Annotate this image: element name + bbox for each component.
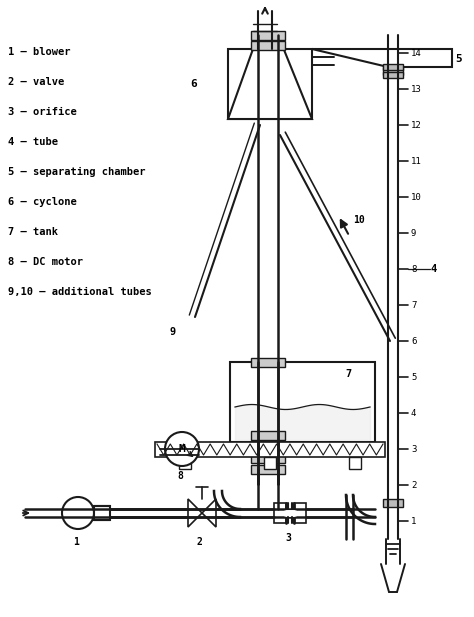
Circle shape [62,497,94,529]
Text: 7: 7 [345,369,351,379]
Text: 9: 9 [170,327,176,337]
Text: 4: 4 [431,264,437,274]
Bar [383,64,403,70]
Polygon shape [188,499,202,527]
Text: 9,10 – additional tubes: 9,10 – additional tubes [8,287,152,297]
Bar [349,457,361,469]
Bar [383,499,403,507]
Text: 7: 7 [411,300,416,310]
Text: 10: 10 [411,193,422,202]
Text: 4 – tube: 4 – tube [8,137,58,147]
Text: 1: 1 [411,516,416,526]
Text: 3 – orifice: 3 – orifice [8,107,77,117]
Text: 6: 6 [190,79,197,89]
Bar [228,49,312,119]
Text: 5: 5 [455,54,462,64]
Bar [383,72,403,78]
Bar [155,442,385,457]
Bar [251,41,285,50]
Text: 1 – blower: 1 – blower [8,47,71,57]
Bar [383,67,403,75]
Text: 6 – cyclone: 6 – cyclone [8,197,77,207]
Text: 10: 10 [353,215,365,225]
Text: M: M [179,444,185,454]
Bar [251,454,285,463]
Text: 5 – separating chamber: 5 – separating chamber [8,167,146,177]
Bar [274,503,286,523]
Polygon shape [228,35,312,119]
Polygon shape [202,499,216,527]
Text: 6: 6 [411,336,416,346]
Text: 8 – DC motor: 8 – DC motor [8,257,83,267]
Text: 2: 2 [197,537,203,547]
Polygon shape [312,49,452,67]
Circle shape [165,432,199,466]
Bar [251,465,285,474]
Text: 8: 8 [411,265,416,273]
Bar [251,106,285,115]
Text: 7 – tank: 7 – tank [8,227,58,237]
Text: 3: 3 [285,533,291,543]
Bar [251,31,285,40]
Text: 9: 9 [411,228,416,238]
Text: 12: 12 [411,120,422,130]
Bar [94,506,110,520]
Bar [230,362,375,442]
Bar [294,503,306,523]
Text: 2: 2 [411,481,416,489]
Text: 8: 8 [177,471,183,481]
Text: 1: 1 [73,537,79,547]
Text: 2 – valve: 2 – valve [8,77,64,87]
Bar [251,95,285,104]
Bar [251,358,285,367]
Bar [251,431,285,440]
Bar [264,457,276,469]
Text: 13: 13 [411,85,422,94]
Text: 3: 3 [411,444,416,453]
Text: 14: 14 [411,49,422,57]
Text: 4: 4 [411,408,416,418]
Bar [179,457,191,469]
Text: 11: 11 [411,157,422,165]
Text: 5: 5 [411,373,416,381]
